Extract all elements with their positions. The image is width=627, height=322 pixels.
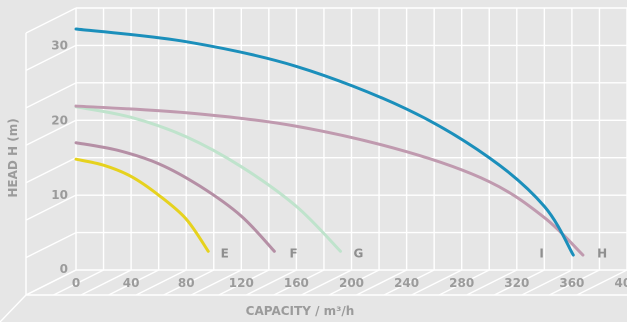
side-line (25, 194, 77, 221)
tick-labels: 0 40 80 120 160 200 240 280 320 360 400 0 10 20 30 (51, 38, 627, 290)
x-tick-label: 120 (229, 276, 254, 290)
x-tick-label: 80 (178, 276, 195, 290)
floor-line (576, 269, 627, 296)
floor-line (246, 269, 297, 296)
x-tick-label: 40 (123, 276, 140, 290)
x-axis-title: CAPACITY / m³/h (246, 304, 355, 318)
side-line (25, 157, 77, 184)
floor-line (549, 269, 600, 296)
curve-label-f: F (290, 247, 298, 261)
floor-line (521, 269, 573, 296)
perspective-frame (0, 7, 627, 322)
curve-g (74, 105, 342, 253)
floor-line (163, 269, 215, 296)
x-tick-label: 280 (449, 276, 474, 290)
y-tick-label: 0 (60, 262, 68, 276)
floor-line (190, 269, 242, 296)
floor-line (356, 269, 407, 296)
floor-line (411, 269, 463, 296)
floor-line (80, 269, 132, 296)
curve-f (74, 141, 276, 253)
floor-line (273, 269, 325, 296)
y-tick-label: 30 (51, 38, 68, 52)
curve-label-i: I (539, 247, 543, 261)
side-line (25, 82, 77, 109)
side-line (25, 231, 77, 259)
floor-line (383, 269, 435, 296)
floor-line (135, 269, 187, 296)
floor-line (301, 269, 352, 296)
x-tick-label: 360 (559, 276, 584, 290)
y-tick-label: 20 (51, 113, 68, 127)
x-tick-label: 160 (284, 276, 309, 290)
floor-line (466, 269, 518, 296)
curve-label-h: H (597, 247, 607, 261)
x-tick-label: 400 (614, 276, 627, 290)
curves (74, 27, 585, 257)
side-line (25, 119, 77, 146)
side-line (25, 44, 77, 72)
x-tick-label: 320 (504, 276, 529, 290)
x-tick-label: 0 (72, 276, 80, 290)
corner-line (0, 294, 27, 322)
x-tick-label: 200 (339, 276, 364, 290)
curve-i (74, 27, 575, 257)
floor-line (108, 269, 159, 296)
floor-line (328, 269, 380, 296)
curve-label-g: G (353, 247, 363, 261)
side-line (25, 269, 77, 296)
x-tick-label: 240 (394, 276, 419, 290)
floor-line (494, 269, 545, 296)
floor-line (218, 269, 270, 296)
side-line (25, 7, 77, 34)
curve-label-e: E (221, 247, 229, 261)
floor-line (53, 269, 104, 296)
curve-e (74, 157, 210, 253)
y-axis-title: HEAD H (m) (6, 118, 20, 197)
floor-line (438, 269, 490, 296)
y-tick-label: 10 (51, 188, 68, 202)
curve-h (74, 104, 585, 257)
